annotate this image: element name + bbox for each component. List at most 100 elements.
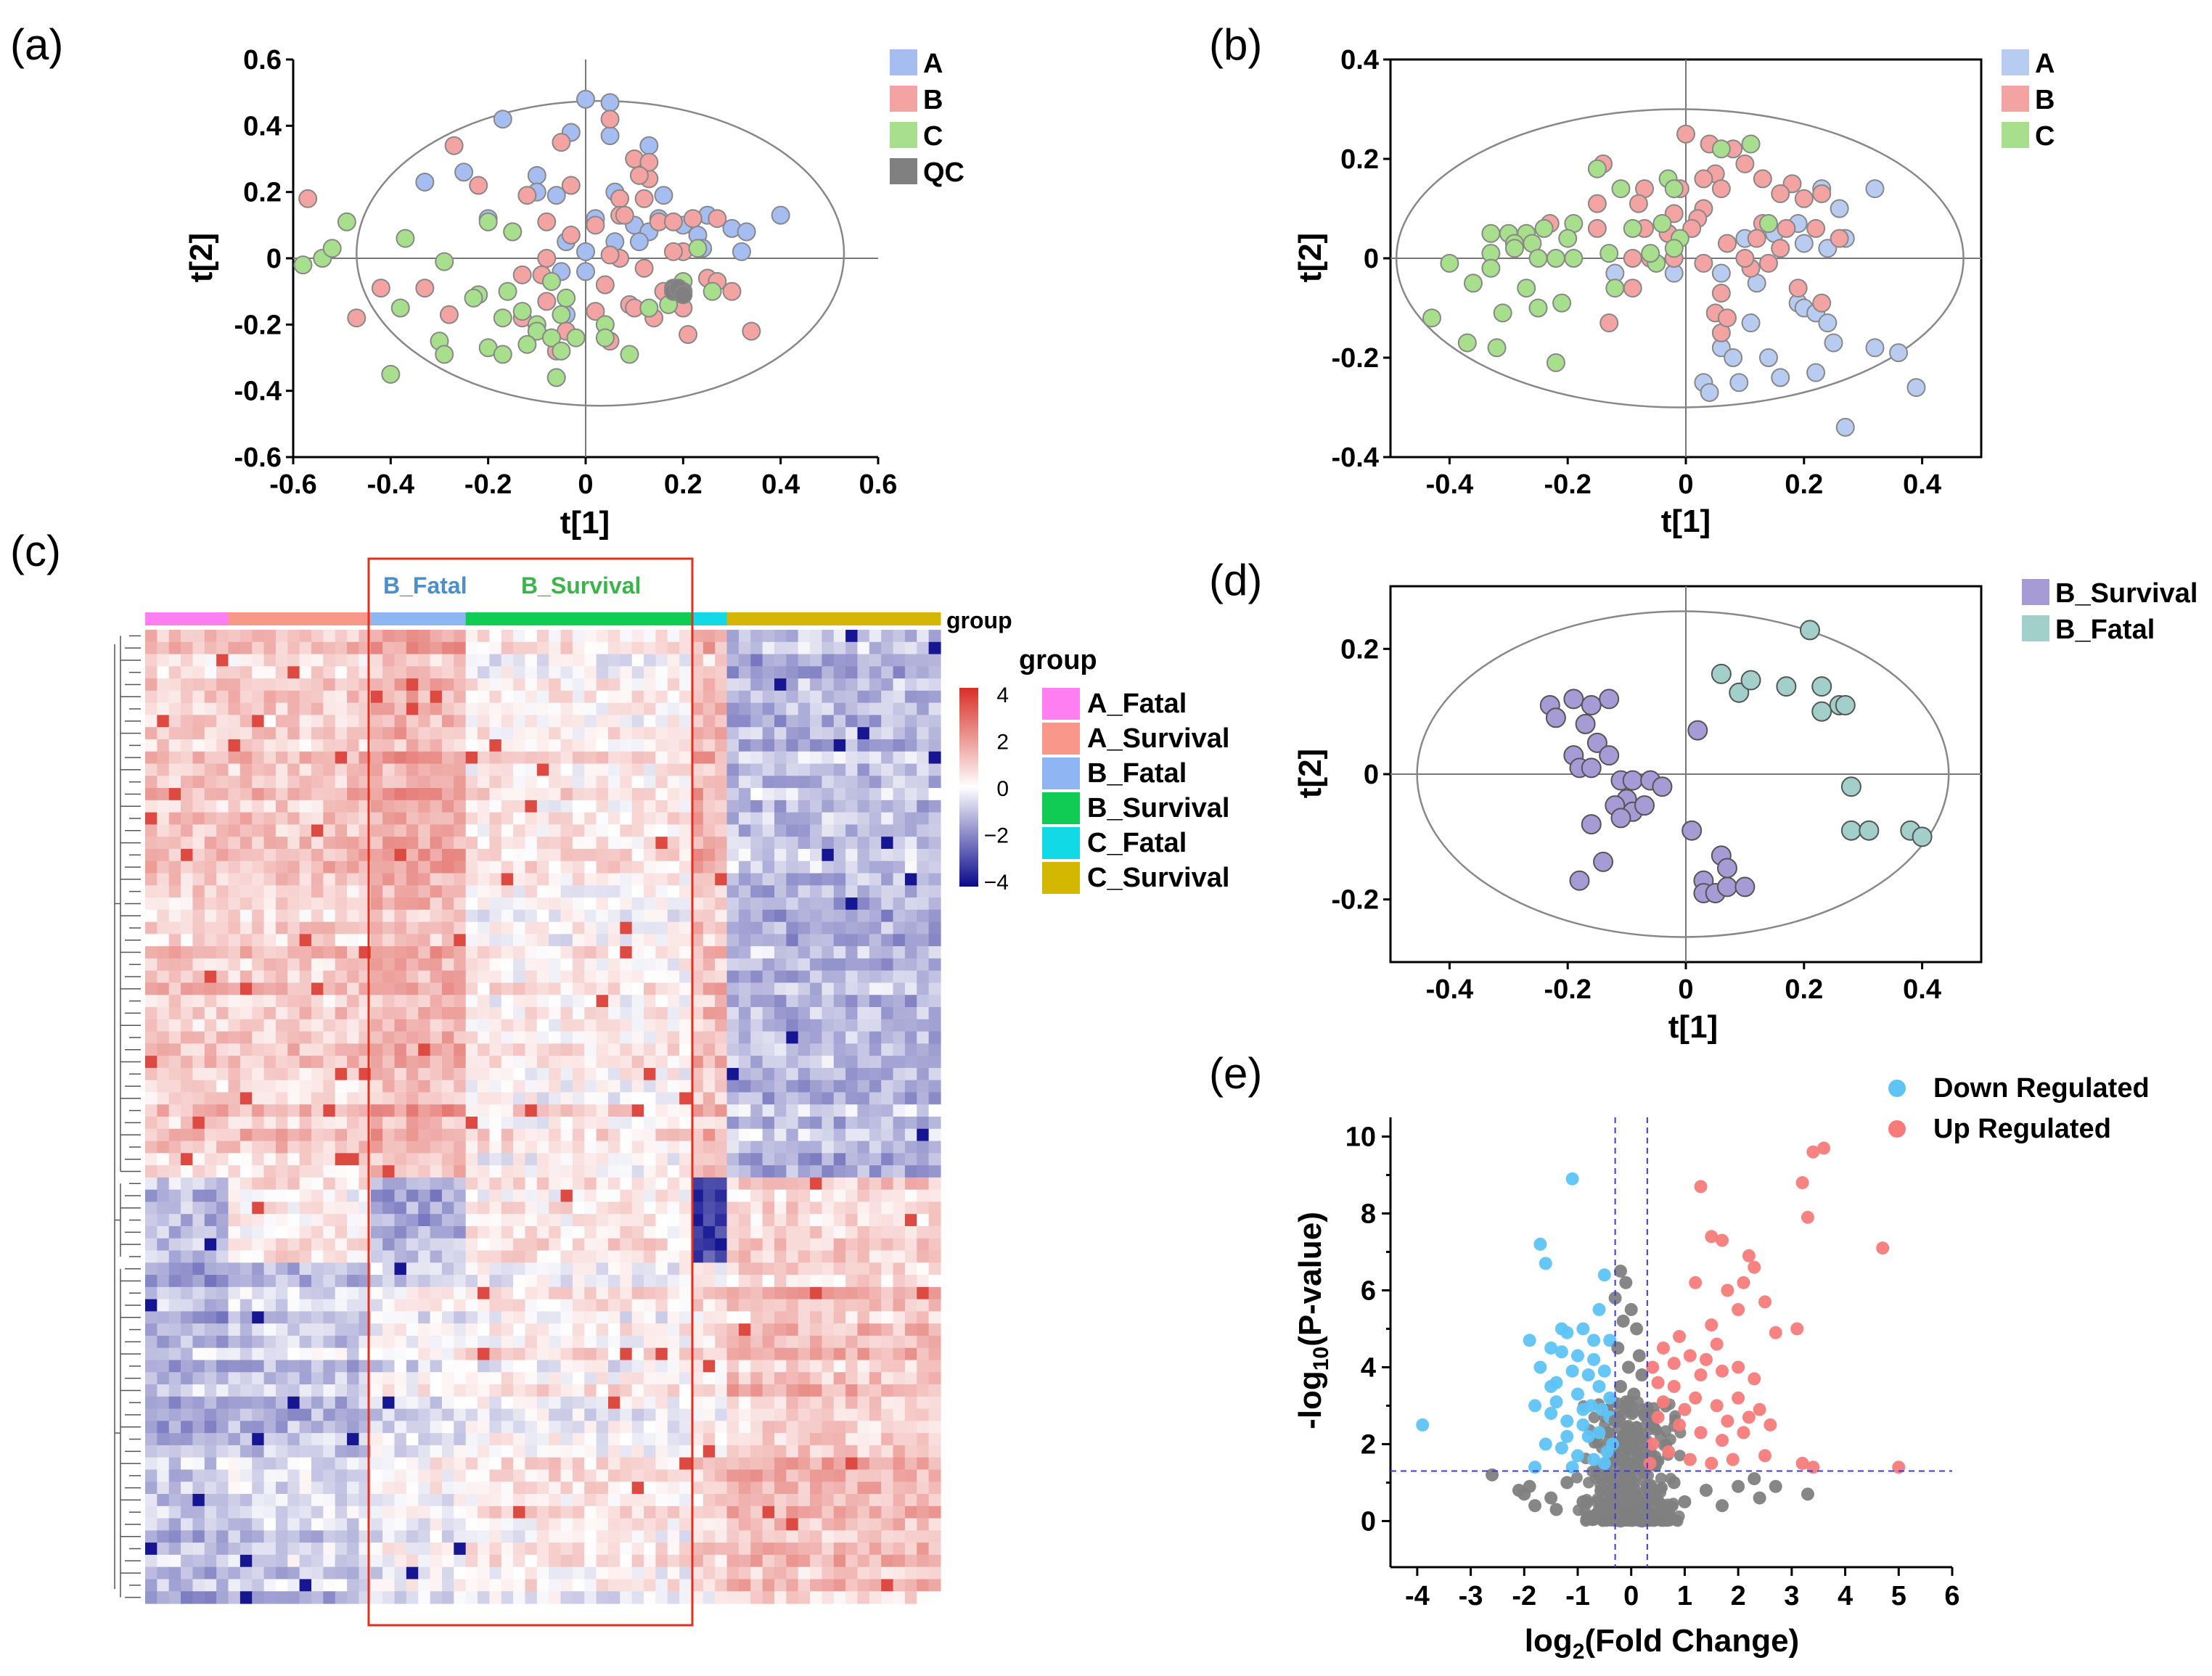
heatmap-cell xyxy=(857,1225,870,1239)
heatmap-cell xyxy=(917,1019,930,1032)
heatmap-cell xyxy=(311,934,324,947)
heatmap-cell xyxy=(928,1275,941,1288)
heatmap-cell xyxy=(252,909,265,923)
heatmap-cell xyxy=(655,715,668,728)
heatmap-cell xyxy=(631,812,644,825)
heatmap-cell xyxy=(549,678,562,691)
heatmap-cell xyxy=(370,1445,383,1458)
heatmap-cell xyxy=(584,641,597,655)
heatmap-cell xyxy=(335,848,348,862)
heatmap-cell xyxy=(394,812,407,825)
heatmap-cell xyxy=(549,934,562,947)
heatmap-cell xyxy=(157,727,170,740)
heatmap-cell xyxy=(181,1360,194,1373)
heatmap-cell xyxy=(702,678,716,691)
heatmap-cell xyxy=(679,1080,692,1093)
heatmap-cell xyxy=(145,1104,157,1117)
heatmap-cell xyxy=(928,946,941,959)
heatmap-cell xyxy=(536,1347,549,1361)
heatmap-cell xyxy=(893,946,906,959)
heatmap-cell xyxy=(679,1250,692,1263)
heatmap-cell xyxy=(774,1335,787,1349)
panel-b-y-tick-label: 0.4 xyxy=(1340,45,1379,75)
heatmap-cell xyxy=(287,934,300,947)
heatmap-cell xyxy=(596,1372,609,1385)
heatmap-cell xyxy=(275,1408,288,1421)
heatmap-cell xyxy=(239,1311,253,1324)
heatmap-cell xyxy=(168,848,181,862)
heatmap-cell xyxy=(430,1080,443,1093)
heatmap-cell xyxy=(572,1117,585,1130)
heatmap-cell xyxy=(762,934,775,947)
heatmap-cell xyxy=(252,641,265,655)
heatmap-cell xyxy=(430,1141,443,1154)
heatmap-cell xyxy=(750,641,763,655)
heatmap-cell xyxy=(145,1177,157,1191)
heatmap-cell xyxy=(418,848,431,862)
heatmap-cell xyxy=(596,860,609,874)
heatmap-cell xyxy=(857,934,870,947)
heatmap-cell xyxy=(418,1165,431,1178)
panel-b-legend-label: A xyxy=(2035,49,2055,79)
heatmap-cell xyxy=(454,995,467,1008)
heatmap-cell xyxy=(239,1262,253,1276)
heatmap-cell xyxy=(192,995,205,1008)
heatmap-cell xyxy=(549,1286,562,1300)
heatmap-cell xyxy=(620,641,633,655)
heatmap-cell xyxy=(691,860,704,874)
panel-a-data-point xyxy=(541,271,561,291)
heatmap-cell xyxy=(928,921,941,934)
heatmap-cell xyxy=(192,776,205,789)
heatmap-cell xyxy=(774,1384,787,1397)
heatmap-cell xyxy=(881,1250,894,1263)
heatmap-cell xyxy=(762,1165,775,1178)
heatmap-cell xyxy=(644,630,657,643)
heatmap-cell xyxy=(145,824,157,837)
heatmap-cell xyxy=(715,946,728,959)
heatmap-cell xyxy=(168,970,181,984)
heatmap-cell xyxy=(536,909,549,923)
heatmap-cell xyxy=(513,1262,526,1276)
heatmap-cell xyxy=(798,1153,811,1166)
heatmap-cell xyxy=(454,1092,467,1105)
heatmap-cell xyxy=(893,776,906,789)
heatmap-cell xyxy=(786,1177,799,1191)
heatmap-cell xyxy=(679,1104,692,1117)
heatmap-cell xyxy=(631,1372,644,1385)
heatmap-cell xyxy=(869,812,882,825)
heatmap-cell xyxy=(204,1092,217,1105)
heatmap-cell xyxy=(441,934,454,947)
heatmap-cell xyxy=(418,763,431,776)
heatmap-cell xyxy=(857,1311,870,1324)
heatmap-cell xyxy=(382,727,396,740)
heatmap-cell xyxy=(917,800,930,813)
heatmap-cell xyxy=(881,897,894,911)
heatmap-cell xyxy=(810,1311,823,1324)
heatmap-cell xyxy=(239,1141,253,1154)
heatmap-cell xyxy=(299,630,312,643)
heatmap-cell xyxy=(869,1335,882,1349)
heatmap-cell xyxy=(904,1189,917,1203)
heatmap-cell xyxy=(465,1408,478,1421)
heatmap-cell xyxy=(263,1189,276,1203)
heatmap-cell xyxy=(702,1262,716,1276)
heatmap-cell xyxy=(667,1408,680,1421)
heatmap-cell xyxy=(869,1238,882,1252)
heatmap-cell xyxy=(786,946,799,959)
heatmap-cell xyxy=(228,776,241,789)
heatmap-cell xyxy=(525,1201,538,1215)
heatmap-cell xyxy=(702,654,716,667)
panel-a-x-tick-label: -0.4 xyxy=(367,469,414,500)
heatmap-cell xyxy=(441,848,454,862)
heatmap-cell xyxy=(157,1201,170,1215)
heatmap-cell xyxy=(441,739,454,752)
heatmap-cell xyxy=(157,885,170,898)
heatmap-cell xyxy=(702,1238,716,1252)
heatmap-cell xyxy=(738,690,751,704)
heatmap-cell xyxy=(192,909,205,923)
heatmap-cell xyxy=(667,1335,680,1349)
heatmap-cell xyxy=(430,666,443,679)
heatmap-cell xyxy=(536,800,549,813)
heatmap-cell xyxy=(335,1262,348,1276)
heatmap-cell xyxy=(370,848,383,862)
